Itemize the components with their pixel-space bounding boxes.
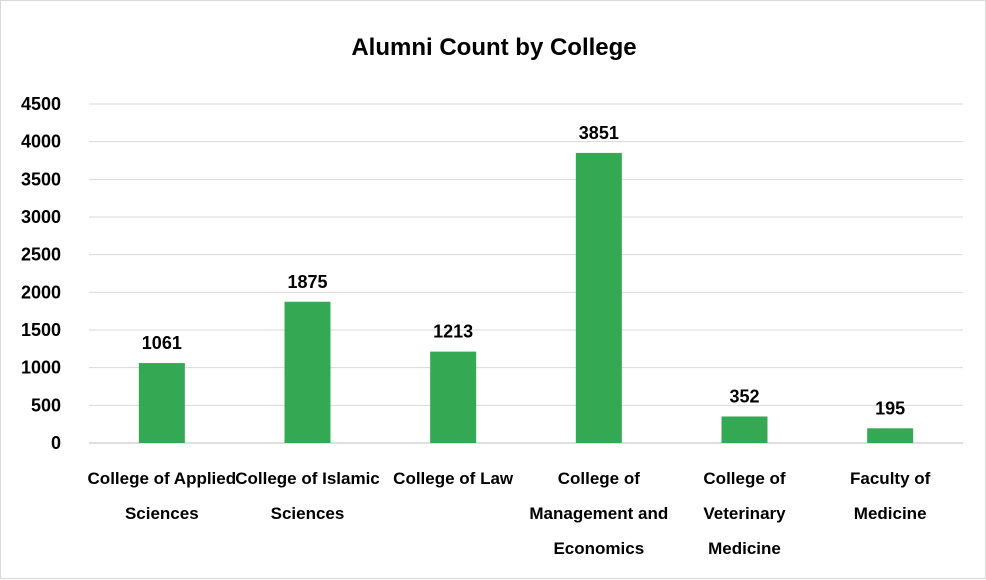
y-tick-label: 2000 (21, 282, 61, 302)
category-label: Faculty of Medicine (850, 469, 931, 523)
category-label: College of Veterinary Medicine (703, 469, 786, 558)
category-label: College of Islamic Sciences (235, 469, 380, 523)
y-tick-label: 0 (51, 433, 61, 453)
bar (721, 416, 768, 443)
chart-title: Alumni Count by College (351, 34, 636, 61)
y-axis-ticks: 0 500 1000 1500 2000 2500 3000 3500 4000 4500 (21, 94, 61, 453)
bar (284, 301, 331, 443)
y-tick-label: 500 (31, 395, 61, 415)
bar (575, 152, 622, 443)
y-tick-label: 4000 (21, 132, 61, 152)
gridlines (89, 103, 963, 444)
category-label: College of Management and Economics (529, 469, 668, 558)
category-label: College of Applied Sciences (88, 469, 237, 523)
data-label: 195 (875, 398, 905, 418)
bar (430, 351, 477, 443)
data-labels: 1061 1875 1213 3851 352 195 (142, 123, 905, 418)
category-label: College of Law (393, 469, 514, 488)
y-tick-label: 3000 (21, 207, 61, 227)
y-tick-label: 2500 (21, 245, 61, 265)
y-tick-label: 1000 (21, 358, 61, 378)
data-label: 1875 (287, 272, 327, 292)
data-label: 1061 (142, 333, 182, 353)
data-label: 352 (729, 386, 759, 406)
data-label: 1213 (433, 322, 473, 342)
y-tick-label: 1500 (21, 320, 61, 340)
bars (138, 152, 914, 443)
data-label: 3851 (579, 123, 619, 143)
bar (867, 428, 914, 443)
y-tick-label: 4500 (21, 94, 61, 114)
bar (138, 363, 185, 443)
y-tick-label: 3500 (21, 169, 61, 189)
